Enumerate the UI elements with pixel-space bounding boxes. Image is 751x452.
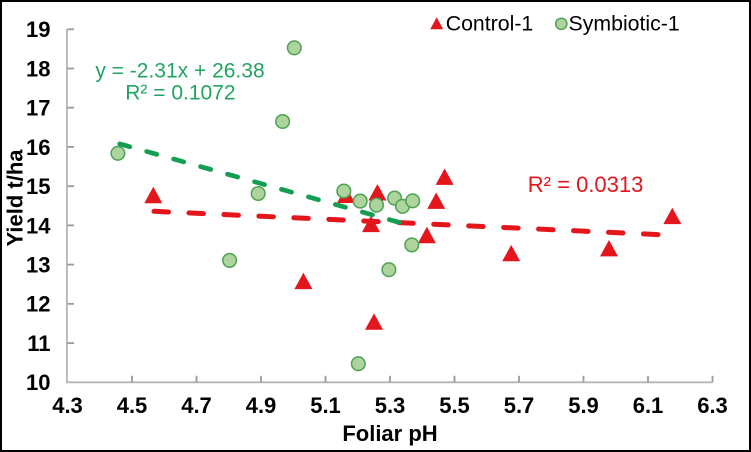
svg-text:Control-1: Control-1: [446, 11, 534, 35]
svg-text:4.7: 4.7: [181, 393, 212, 418]
svg-text:4.3: 4.3: [52, 393, 83, 418]
svg-text:14: 14: [26, 213, 51, 238]
svg-text:5.1: 5.1: [310, 393, 341, 418]
svg-text:5.7: 5.7: [504, 393, 535, 418]
svg-text:y = -2.31x + 26.38: y = -2.31x + 26.38: [95, 60, 264, 83]
svg-text:Symbiotic-1: Symbiotic-1: [569, 11, 680, 35]
svg-text:13: 13: [26, 253, 50, 278]
svg-text:Foliar pH: Foliar pH: [342, 421, 437, 446]
svg-text:17: 17: [26, 96, 50, 121]
svg-text:15: 15: [26, 174, 50, 199]
svg-text:11: 11: [27, 331, 50, 356]
svg-text:16: 16: [26, 135, 50, 160]
svg-text:Yield t/ha: Yield t/ha: [3, 149, 28, 247]
svg-text:5.3: 5.3: [375, 393, 406, 418]
svg-text:10: 10: [26, 370, 50, 395]
svg-text:6.3: 6.3: [697, 393, 728, 418]
svg-text:19: 19: [26, 17, 50, 42]
svg-text:R² = 0.1072: R² = 0.1072: [125, 82, 235, 105]
svg-text:6.1: 6.1: [633, 393, 664, 418]
svg-text:5.9: 5.9: [568, 393, 599, 418]
svg-text:5.5: 5.5: [439, 393, 470, 418]
svg-text:R² = 0.0313: R² = 0.0313: [528, 172, 644, 197]
svg-text:18: 18: [26, 56, 50, 81]
svg-text:12: 12: [26, 292, 50, 317]
svg-text:4.9: 4.9: [246, 393, 277, 418]
svg-text:4.5: 4.5: [117, 393, 148, 418]
